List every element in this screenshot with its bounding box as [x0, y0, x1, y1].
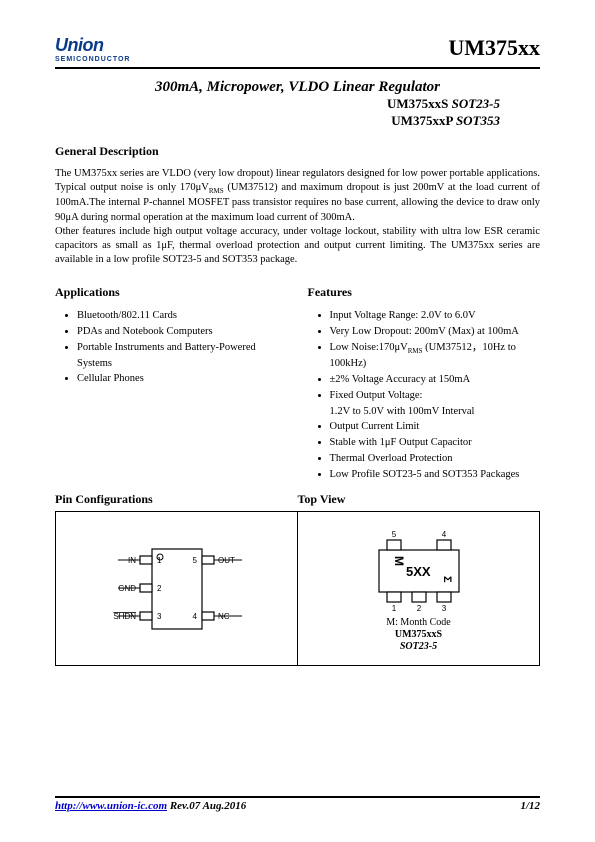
section-top-view: Top View	[298, 492, 541, 507]
document-title: 300mA, Micropower, VLDO Linear Regulator	[55, 79, 540, 96]
applications-column: Applications Bluetooth/802.11 Cards PDAs…	[55, 271, 288, 482]
page-number: 1/12	[520, 800, 540, 812]
top-view-caption: M: Month Code UM375xxS SOT23-5	[386, 617, 450, 653]
page-header: Union SEMICONDUCTOR UM375xx	[55, 35, 540, 69]
part-number: UM375xx	[448, 35, 540, 61]
footer-left: http://www.union-ic.com Rev.07 Aug.2016	[55, 800, 246, 812]
diagram-headers: Pin Configurations Top View	[55, 492, 540, 507]
features-list: Input Voltage Range: 2.0V to 6.0V Very L…	[308, 308, 541, 482]
list-item: PDAs and Notebook Computers	[77, 324, 288, 340]
svg-text:1: 1	[391, 604, 396, 613]
logo-subtext: SEMICONDUCTOR	[55, 56, 130, 63]
list-item: Bluetooth/802.11 Cards	[77, 308, 288, 324]
svg-text:5XX: 5XX	[406, 564, 431, 579]
list-item: Stable with 1μF Output Capacitor	[330, 435, 541, 451]
list-item: Thermal Overload Protection	[330, 451, 541, 467]
svg-text:Σ: Σ	[441, 576, 453, 583]
marking-suffix: M	[392, 556, 406, 566]
diagram-row: 1 IN 2 GND 3 SHDN 5 OUT 4 NC 5	[55, 511, 540, 666]
section-general-description: General Description	[55, 144, 540, 159]
subtitle-2: UM375xxP SOT353	[55, 113, 500, 130]
page-footer: http://www.union-ic.com Rev.07 Aug.2016 …	[55, 796, 540, 812]
applications-list: Bluetooth/802.11 Cards PDAs and Notebook…	[55, 308, 288, 387]
logo-text: Union	[55, 35, 130, 56]
list-item: Low Profile SOT23-5 and SOT353 Packages	[330, 467, 541, 483]
footer-url[interactable]: http://www.union-ic.com	[55, 800, 167, 812]
svg-text:3: 3	[157, 612, 162, 621]
list-item: Output Current Limit	[330, 419, 541, 435]
applications-features-row: Applications Bluetooth/802.11 Cards PDAs…	[55, 271, 540, 482]
general-desc-p2: Other features include high output volta…	[55, 225, 540, 268]
pin-configuration-diagram: 1 IN 2 GND 3 SHDN 5 OUT 4 NC	[56, 512, 298, 665]
list-item: Cellular Phones	[77, 371, 288, 387]
svg-text:5: 5	[192, 556, 197, 565]
general-desc-p1: The UM375xx series are VLDO (very low dr…	[55, 167, 540, 225]
svg-text:2: 2	[157, 584, 162, 593]
svg-text:2: 2	[416, 604, 421, 613]
svg-text:1: 1	[157, 556, 162, 565]
section-pin-configurations: Pin Configurations	[55, 492, 298, 507]
top-view-svg: 5 4 1 2 3 5XX Σ	[334, 525, 504, 625]
section-applications: Applications	[55, 285, 288, 300]
svg-text:3: 3	[441, 604, 446, 613]
svg-text:4: 4	[441, 530, 446, 539]
features-column: Features Input Voltage Range: 2.0V to 6.…	[308, 271, 541, 482]
svg-text:5: 5	[391, 530, 396, 539]
pin-diagram-svg: 1 IN 2 GND 3 SHDN 5 OUT 4 NC	[92, 534, 262, 644]
subtitle-1: UM375xxS SOT23-5	[55, 96, 500, 113]
list-item: Low Noise:170μVRMS (UM37512，10Hz to 100k…	[330, 340, 541, 372]
top-view-diagram: 5 4 1 2 3 5XX Σ M M: Month Code UM375xxS…	[298, 512, 539, 665]
list-item: Fixed Output Voltage:1.2V to 5.0V with 1…	[330, 388, 541, 420]
company-logo: Union SEMICONDUCTOR	[55, 35, 130, 63]
subtitle-block: UM375xxS SOT23-5 UM375xxP SOT353	[55, 96, 500, 130]
list-item: Input Voltage Range: 2.0V to 6.0V	[330, 308, 541, 324]
list-item: Portable Instruments and Battery-Powered…	[77, 340, 288, 372]
document-title-block: 300mA, Micropower, VLDO Linear Regulator	[55, 79, 540, 96]
svg-text:4: 4	[192, 612, 197, 621]
section-features: Features	[308, 285, 541, 300]
list-item: Very Low Dropout: 200mV (Max) at 100mA	[330, 324, 541, 340]
list-item: ±2% Voltage Accuracy at 150mA	[330, 372, 541, 388]
